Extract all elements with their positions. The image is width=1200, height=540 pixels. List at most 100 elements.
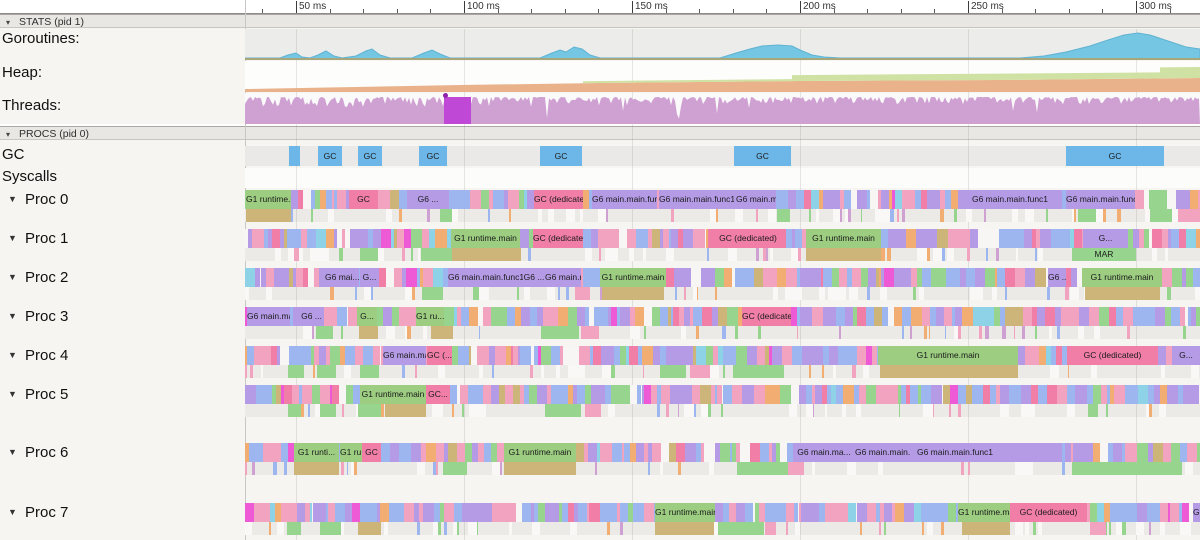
trace-slice[interactable] bbox=[741, 385, 745, 404]
trace-slice[interactable] bbox=[668, 307, 671, 326]
trace-slice[interactable] bbox=[422, 287, 443, 300]
trace-slice[interactable] bbox=[524, 385, 529, 404]
trace-slice[interactable] bbox=[674, 346, 686, 365]
trace-slice[interactable] bbox=[1037, 307, 1045, 326]
trace-slice[interactable] bbox=[1103, 385, 1107, 404]
trace-slice[interactable] bbox=[490, 385, 499, 404]
trace-slice[interactable] bbox=[852, 307, 857, 326]
trace-slice[interactable] bbox=[254, 346, 264, 365]
trace-slice[interactable] bbox=[821, 268, 824, 287]
trace-slice[interactable] bbox=[1004, 268, 1015, 287]
trace-slice[interactable] bbox=[1144, 307, 1155, 326]
trace-slice[interactable] bbox=[316, 503, 326, 522]
trace-slice[interactable] bbox=[703, 443, 715, 462]
trace-slice[interactable] bbox=[809, 503, 820, 522]
trace-slice[interactable] bbox=[989, 385, 996, 404]
trace-slice[interactable] bbox=[444, 443, 448, 462]
trace-slice[interactable] bbox=[712, 307, 718, 326]
trace-slice[interactable] bbox=[545, 404, 581, 417]
trace-slice[interactable] bbox=[402, 268, 407, 287]
trace-slice[interactable] bbox=[651, 307, 661, 326]
trace-slice[interactable] bbox=[637, 385, 642, 404]
trace-slice[interactable] bbox=[994, 307, 1000, 326]
trace-slice[interactable] bbox=[407, 326, 411, 339]
trace-slice[interactable] bbox=[692, 385, 701, 404]
trace-slice[interactable]: G6 ... bbox=[299, 307, 324, 326]
trace-slice[interactable] bbox=[426, 346, 427, 365]
trace-slice[interactable] bbox=[672, 307, 680, 326]
trace-slice[interactable] bbox=[341, 229, 345, 248]
trace-slice[interactable] bbox=[1004, 287, 1008, 300]
trace-slice[interactable] bbox=[287, 522, 301, 535]
trace-slice[interactable] bbox=[524, 190, 528, 209]
trace-slice[interactable] bbox=[394, 268, 403, 287]
trace-slice[interactable] bbox=[765, 248, 768, 261]
trace-slice[interactable] bbox=[829, 346, 838, 365]
proc-disclosure-triangle[interactable]: ▼ bbox=[8, 233, 17, 243]
trace-slice[interactable] bbox=[879, 522, 882, 535]
trace-slice[interactable] bbox=[391, 229, 395, 248]
trace-slice[interactable] bbox=[996, 248, 1000, 261]
trace-slice[interactable]: G1 ru... bbox=[340, 443, 362, 462]
trace-slice[interactable] bbox=[411, 248, 413, 261]
threads-chart[interactable] bbox=[245, 93, 1200, 124]
trace-slice[interactable] bbox=[619, 307, 631, 326]
trace-slice[interactable] bbox=[846, 268, 852, 287]
trace-slice[interactable] bbox=[967, 248, 971, 261]
trace-slice[interactable] bbox=[412, 307, 416, 326]
trace-slice[interactable] bbox=[613, 346, 620, 365]
trace-slice[interactable] bbox=[491, 503, 496, 522]
trace-slice[interactable] bbox=[482, 385, 491, 404]
trace-slice[interactable] bbox=[765, 522, 776, 535]
trace-slice[interactable] bbox=[248, 443, 259, 462]
trace-slice[interactable] bbox=[903, 503, 914, 522]
trace-slice[interactable] bbox=[599, 503, 609, 522]
trace-slice[interactable] bbox=[378, 190, 381, 209]
trace-slice[interactable] bbox=[472, 443, 479, 462]
trace-slice[interactable] bbox=[1196, 307, 1200, 326]
trace-slice[interactable] bbox=[1046, 385, 1058, 404]
trace-slice[interactable] bbox=[433, 462, 437, 475]
trace-slice[interactable] bbox=[690, 365, 710, 378]
trace-slice[interactable] bbox=[806, 385, 813, 404]
trace-slice[interactable] bbox=[1108, 307, 1116, 326]
trace-slice[interactable] bbox=[354, 287, 357, 300]
trace-slice[interactable] bbox=[1126, 326, 1130, 339]
trace-slice[interactable] bbox=[531, 503, 535, 522]
trace-slice[interactable] bbox=[801, 346, 807, 365]
trace-slice[interactable] bbox=[1170, 229, 1179, 248]
trace-slice[interactable] bbox=[598, 248, 602, 261]
trace-slice[interactable] bbox=[1167, 287, 1171, 300]
trace-slice[interactable] bbox=[945, 190, 952, 209]
trace-slice[interactable] bbox=[359, 503, 364, 522]
trace-slice[interactable] bbox=[677, 404, 679, 417]
trace-slice[interactable] bbox=[937, 268, 946, 287]
trace-slice[interactable] bbox=[728, 503, 736, 522]
trace-slice[interactable] bbox=[1093, 385, 1101, 404]
trace-slice[interactable] bbox=[714, 385, 718, 404]
trace-slice[interactable] bbox=[670, 385, 676, 404]
trace-slice[interactable] bbox=[404, 229, 412, 248]
trace-slice[interactable] bbox=[1167, 385, 1178, 404]
trace-slice[interactable] bbox=[955, 190, 958, 209]
trace-slice[interactable] bbox=[934, 229, 938, 248]
trace-slice[interactable] bbox=[457, 522, 459, 535]
trace-slice[interactable] bbox=[600, 346, 604, 365]
trace-slice[interactable] bbox=[401, 248, 405, 261]
trace-slice[interactable] bbox=[910, 326, 912, 339]
trace-slice[interactable] bbox=[333, 229, 338, 248]
trace-slice[interactable] bbox=[308, 268, 315, 287]
trace-slice[interactable] bbox=[255, 385, 266, 404]
trace-slice[interactable] bbox=[630, 307, 635, 326]
trace-slice[interactable] bbox=[1149, 404, 1152, 417]
trace-slice[interactable] bbox=[399, 307, 405, 326]
trace-slice[interactable] bbox=[1061, 307, 1069, 326]
trace-slice[interactable]: G1 runtime.main bbox=[878, 346, 1018, 365]
trace-slice[interactable] bbox=[401, 365, 406, 378]
trace-slice[interactable] bbox=[777, 209, 790, 222]
trace-slice[interactable] bbox=[660, 385, 671, 404]
trace-slice[interactable] bbox=[896, 209, 899, 222]
trace-slice[interactable] bbox=[247, 346, 255, 365]
trace-slice[interactable] bbox=[900, 385, 906, 404]
trace-slice[interactable] bbox=[717, 385, 723, 404]
